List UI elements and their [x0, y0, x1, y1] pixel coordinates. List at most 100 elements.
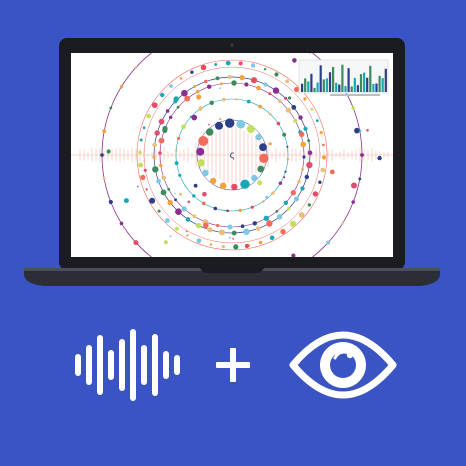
ring-dot [205, 128, 214, 136]
inset-chart-footer [330, 94, 380, 96]
ring-dot [151, 102, 158, 108]
scatter-dot [163, 240, 168, 245]
scatter-dot [265, 195, 269, 199]
ring-dot [109, 106, 113, 110]
ring-dot [226, 209, 229, 213]
ring-dot [157, 209, 161, 213]
ring-dot [266, 28, 270, 32]
ring-dot [293, 118, 298, 123]
ring-dot [284, 170, 287, 173]
scatter-dot [232, 237, 235, 240]
scatter-dot [228, 236, 231, 239]
ring-dot [293, 196, 299, 202]
eye-icon [289, 331, 397, 399]
ring-dot [294, 86, 300, 93]
ring-dot [209, 100, 214, 106]
ring-dot [196, 238, 202, 244]
ring-dot [286, 145, 289, 148]
ring-dot [240, 224, 245, 228]
scatter-dot [169, 235, 172, 238]
ring-dot [360, 153, 364, 157]
ring-dot [302, 155, 306, 159]
ring-dot [192, 194, 196, 198]
ring-dot [225, 118, 235, 128]
sound-wave-bar [119, 339, 125, 391]
ring-dot [307, 139, 311, 143]
ring-dot [167, 187, 171, 191]
ring-dot [220, 82, 223, 86]
center-glyph: ς [230, 150, 235, 161]
ring-dot [186, 234, 189, 237]
ring-dot [284, 96, 288, 100]
ring-dot [140, 174, 146, 180]
ring-dot [218, 23, 223, 28]
ring-dot [256, 85, 261, 91]
inset-bar [356, 85, 359, 92]
ring-dot [190, 70, 194, 74]
ring-dot [263, 82, 268, 87]
ring-dot [233, 244, 239, 250]
scatter-dot [366, 129, 369, 132]
ring-dot [197, 159, 205, 167]
sound-wave-bar [163, 351, 169, 379]
ring-dot [119, 84, 124, 89]
ring-dot [262, 200, 265, 203]
ring-dot [181, 124, 186, 130]
ring-dot [227, 224, 233, 230]
ring-dot [181, 206, 187, 212]
ring-dot [286, 158, 289, 161]
ring-dot [146, 113, 151, 119]
plus-icon [216, 348, 250, 382]
ring-dot [221, 244, 225, 249]
ring-dot [219, 229, 225, 236]
scatter-dot [288, 96, 292, 100]
ring-dot [276, 121, 281, 126]
ring-dot [100, 153, 104, 157]
scatter-dot [185, 230, 188, 233]
ring-dot [231, 80, 237, 86]
ring-dot [297, 179, 301, 184]
ring-dot [283, 200, 289, 205]
ring-dot [266, 220, 273, 227]
ring-dot [169, 115, 173, 120]
ring-dot [246, 125, 255, 134]
ring-dot [298, 212, 305, 218]
sound-wave-bar [75, 354, 81, 376]
scatter-dot [299, 131, 305, 137]
scatter-dot [203, 222, 209, 229]
scatter-dot [162, 127, 168, 133]
inset-bar [313, 87, 316, 92]
ring-dot [161, 175, 166, 181]
inset-bar [307, 81, 310, 92]
ring-dot [210, 177, 217, 185]
ring-dot [246, 99, 251, 104]
scatter-dot [377, 155, 382, 161]
ring-dot [310, 107, 314, 111]
ring-dot [235, 98, 238, 101]
ring-dot [255, 226, 261, 231]
ring-dot [102, 177, 106, 181]
ring-dot [250, 205, 254, 209]
ring-dot [268, 112, 272, 116]
ring-dot [225, 60, 231, 66]
scatter-dot [196, 94, 202, 100]
inset-bar [304, 78, 307, 92]
ring-dot [358, 177, 362, 181]
ring-dot [160, 92, 165, 98]
ring-dot [257, 165, 265, 173]
ring-dot [207, 227, 213, 233]
ring-dot [139, 138, 143, 142]
ring-dot [181, 89, 188, 97]
ring-dot [231, 230, 237, 236]
ring-dot [301, 168, 304, 171]
inset-bar [372, 84, 375, 92]
ring-dot [303, 97, 307, 101]
scatter-dot [174, 192, 176, 195]
ring-dot [215, 121, 223, 130]
ring-dot [202, 169, 209, 177]
inset-bar [316, 82, 319, 92]
ring-dot [304, 174, 309, 180]
inset-chart-bars [301, 64, 387, 92]
ring-dot [351, 200, 356, 204]
ring-dot [351, 106, 356, 110]
